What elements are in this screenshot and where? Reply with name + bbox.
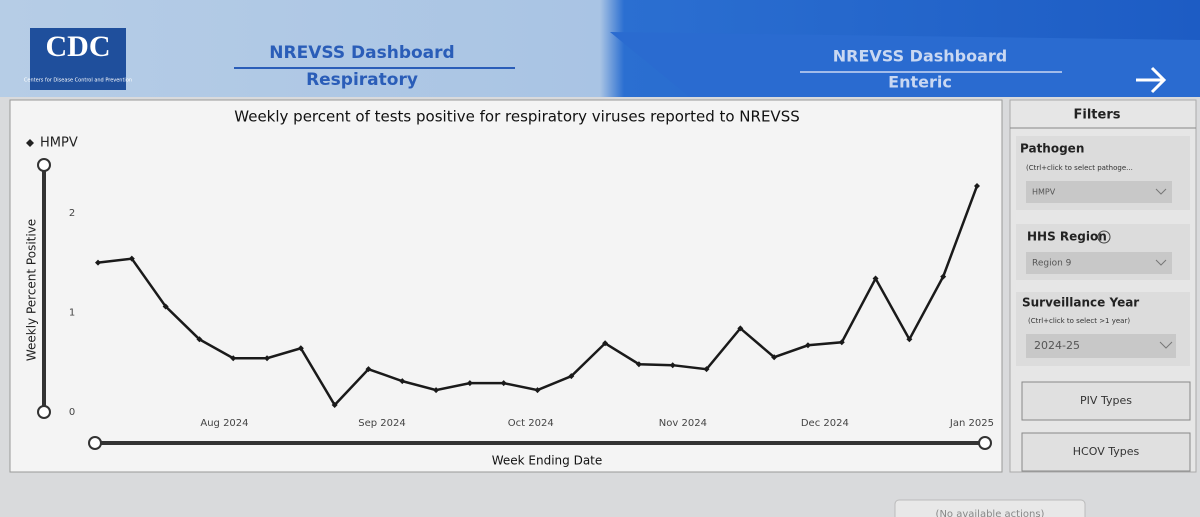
point (940, 273, 947, 280)
point (974, 182, 980, 189)
filter-label: Surveillance Year (1022, 296, 1139, 310)
point (906, 336, 913, 343)
tab-subtitle[interactable]: Respiratory (306, 70, 418, 90)
y-tick-label: 2 (69, 208, 75, 219)
point (568, 373, 575, 380)
chart-title: Weekly percent of tests positive for res… (234, 108, 799, 126)
x-tick-label: Oct 2024 (508, 418, 554, 429)
legend-label[interactable]: HMPV (40, 136, 78, 151)
dropdown[interactable] (1026, 181, 1172, 203)
x-tick-label: Aug 2024 (200, 418, 248, 429)
button-label[interactable]: HCOV Types (1073, 445, 1140, 458)
dropdown[interactable] (1026, 252, 1172, 274)
x-tick-label: Dec 2024 (801, 418, 849, 429)
tab-subtitle[interactable]: Enteric (888, 73, 952, 92)
filter-hint: (Ctrl+click to select >1 year) (1028, 317, 1130, 325)
dropdown[interactable] (1026, 334, 1176, 358)
point (162, 303, 169, 310)
actions-text: (No available actions) (936, 509, 1045, 517)
button[interactable] (1021, 432, 1191, 472)
actions-box (894, 499, 1086, 517)
y-slider-handle[interactable] (37, 405, 51, 419)
point (331, 402, 338, 409)
dropdown-value: HMPV (1032, 188, 1056, 197)
info-icon[interactable] (1097, 230, 1111, 244)
y-tick-label: 0 (69, 407, 75, 418)
point (804, 342, 811, 349)
point (771, 354, 778, 361)
point (196, 336, 203, 343)
dropdown-chevron (1155, 259, 1167, 266)
point (703, 366, 710, 373)
y-tick-label: 1 (69, 307, 75, 318)
dropdown-chevron (1155, 188, 1167, 195)
point (669, 362, 676, 369)
point (264, 355, 271, 362)
header-accent (610, 32, 1200, 97)
button-label[interactable]: PIV Types (1080, 394, 1132, 407)
logo-box (30, 28, 126, 90)
x-slider-handle[interactable] (88, 436, 102, 450)
point (872, 275, 879, 282)
tab-title[interactable]: NREVSS Dashboard (269, 43, 454, 63)
x-axis-label: Week Ending Date (492, 454, 603, 468)
chart-panel (9, 99, 1003, 473)
point (635, 361, 642, 368)
point (399, 378, 406, 385)
y-axis-label: Weekly Percent Positive (25, 219, 39, 361)
y-slider-handle[interactable] (37, 158, 51, 172)
point (534, 387, 541, 394)
point (602, 340, 609, 347)
filters-title: Filters (1074, 108, 1121, 123)
point (95, 259, 101, 266)
point (128, 255, 135, 262)
legend-marker (26, 139, 34, 147)
dropdown-chevron (1159, 341, 1173, 349)
point (365, 366, 372, 373)
point (466, 380, 473, 387)
tab-title[interactable]: NREVSS Dashboard (833, 47, 1008, 66)
plot: 0 1 2 Aug 2024 Sep 2024 Oct 2024 Nov 2024 Dec 2… (69, 182, 994, 429)
next-arrow[interactable] (1136, 66, 1167, 94)
x-slider-handle[interactable] (978, 436, 992, 450)
button[interactable] (1021, 381, 1191, 421)
x-tick-label: Nov 2024 (659, 418, 707, 429)
filter-label: HHS Region (1027, 230, 1107, 244)
point (500, 380, 507, 387)
x-tick-label: Jan 2025 (949, 418, 994, 429)
dropdown-value: 2024-25 (1034, 339, 1080, 352)
filter-hint: (Ctrl+click to select pathoge... (1026, 164, 1133, 172)
x-tick-label: Sep 2024 (358, 418, 405, 429)
point (838, 339, 845, 346)
logo-subtitle: Centers for Disease Control and Preventi… (24, 78, 132, 84)
point (737, 325, 744, 332)
filter-label: Pathogen (1020, 142, 1084, 156)
point (230, 355, 237, 362)
point (297, 345, 304, 352)
dropdown-value: Region 9 (1032, 259, 1072, 269)
logo: CDC (46, 30, 111, 63)
point (433, 387, 440, 394)
